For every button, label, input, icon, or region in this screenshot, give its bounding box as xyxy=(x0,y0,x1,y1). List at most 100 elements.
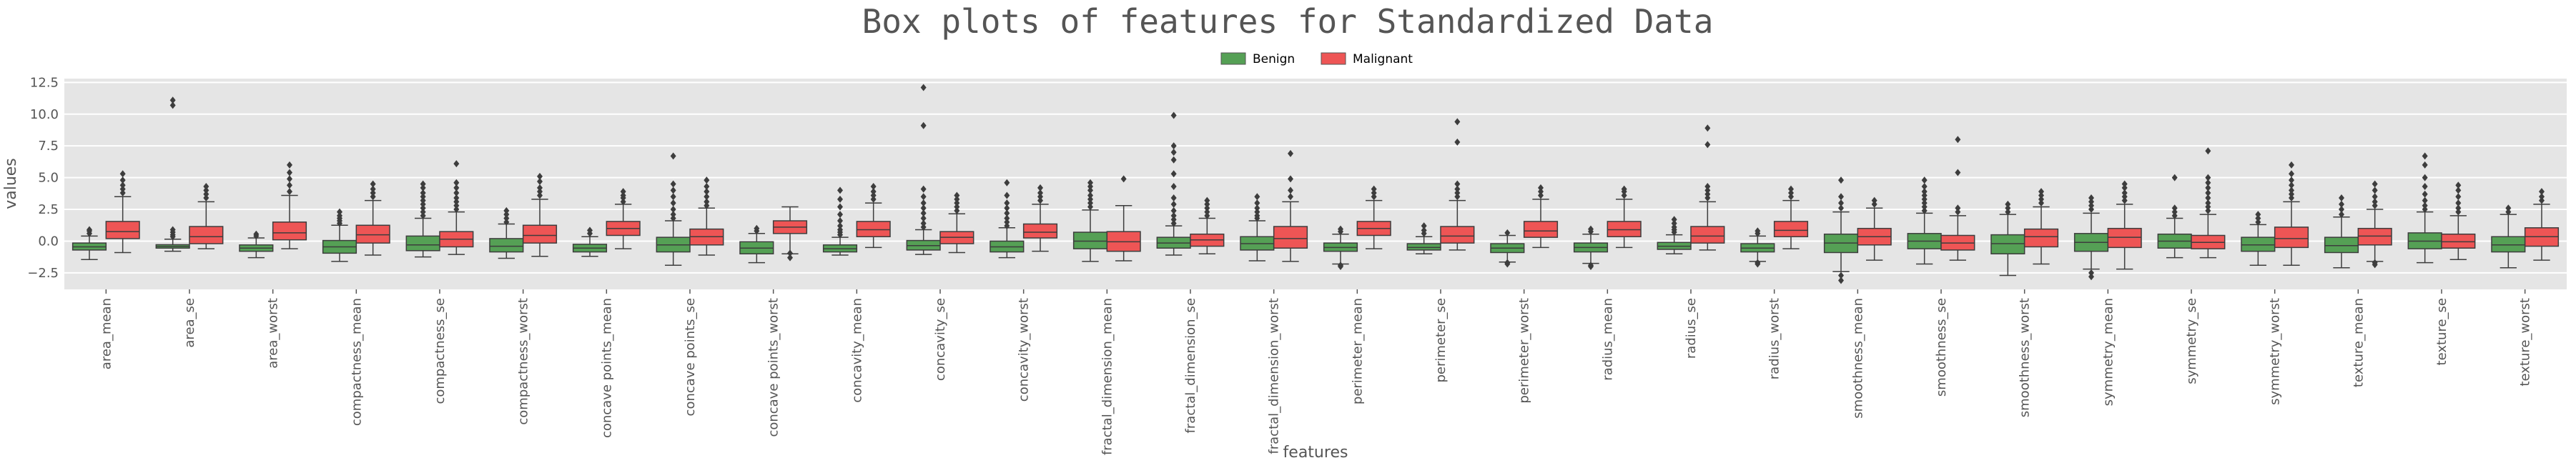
box-malignant-radius_mean xyxy=(1607,185,1642,249)
box-benign-smoothness_mean xyxy=(1823,176,1859,284)
outlier-point xyxy=(2205,184,2211,191)
outlier-point xyxy=(119,185,126,193)
outlier-point xyxy=(1704,186,1711,194)
box-benign-smoothness_se xyxy=(1907,176,1942,265)
outlier-point xyxy=(1087,195,1093,203)
outlier-point xyxy=(2289,161,2294,169)
x-tick-label: texture_se xyxy=(2434,298,2449,365)
box-benign-perimeter_worst xyxy=(1490,229,1525,268)
outlier-point xyxy=(2255,211,2261,219)
outlier-point xyxy=(1788,189,1794,196)
box-body xyxy=(2023,228,2059,248)
outlier-point xyxy=(1204,211,1210,219)
outlier-point xyxy=(453,184,460,191)
outlier-point xyxy=(1504,260,1511,268)
outlier-point xyxy=(920,185,927,193)
outlier-point xyxy=(1204,208,1210,216)
outlier-point xyxy=(2038,188,2044,196)
x-tick-label: concave points_worst xyxy=(766,298,781,437)
outlier-point xyxy=(2121,189,2128,196)
outlier-point xyxy=(1254,208,1260,216)
outlier-point xyxy=(1254,193,1260,201)
box-body xyxy=(1273,226,1308,249)
plot-area xyxy=(64,79,2567,289)
outlier-point xyxy=(620,198,626,206)
outlier-point xyxy=(1454,180,1461,188)
outlier-point xyxy=(670,206,676,214)
box-malignant-fractal_dimension_mean xyxy=(1106,175,1141,262)
box-body xyxy=(522,224,558,244)
x-tick-label: smoothness_mean xyxy=(1850,298,1865,419)
outlier-point xyxy=(670,193,676,201)
box-malignant-concavity_worst xyxy=(1022,184,1058,252)
box-benign-texture_worst xyxy=(2491,204,2526,269)
box-body xyxy=(1022,223,1058,239)
outlier-point xyxy=(1838,193,1844,201)
box-malignant-perimeter_mean xyxy=(1356,185,1391,249)
y-tick-label: 12.5 xyxy=(30,75,59,90)
outlier-point xyxy=(2088,273,2094,281)
box-malignant-smoothness_worst xyxy=(2023,188,2059,265)
outlier-point xyxy=(1838,176,1844,184)
boxes xyxy=(71,84,2560,284)
outlier-point xyxy=(2505,204,2512,212)
outlier-point xyxy=(2289,181,2294,189)
y-tick-label: 2.5 xyxy=(38,202,59,217)
outlier-point xyxy=(704,193,710,201)
outlier-point xyxy=(920,223,927,231)
outlier-point xyxy=(1004,199,1010,207)
outlier-point xyxy=(2339,206,2344,214)
outlier-point xyxy=(1087,191,1093,199)
box-body xyxy=(272,221,307,241)
outlier-point xyxy=(420,180,426,188)
legend-label-malignant: Malignant xyxy=(1353,52,1413,66)
outlier-point xyxy=(920,193,927,201)
outlier-point xyxy=(2255,214,2261,222)
outlier-point xyxy=(2422,161,2428,169)
outlier-point xyxy=(704,201,710,209)
box-malignant-symmetry_mean xyxy=(2107,180,2142,270)
box-body xyxy=(1607,221,1642,238)
box-malignant-smoothness_se xyxy=(1940,136,1975,261)
outlier-point xyxy=(253,230,260,238)
outlier-point xyxy=(2255,218,2261,226)
outlier-point xyxy=(1588,263,1594,271)
outlier-point xyxy=(1037,193,1043,201)
box-body xyxy=(1990,234,2025,254)
outlier-point xyxy=(119,189,126,196)
outlier-point xyxy=(537,191,543,199)
outlier-point xyxy=(1170,156,1177,164)
outlier-point xyxy=(420,200,426,208)
box-body xyxy=(1440,226,1475,244)
outlier-point xyxy=(169,96,176,104)
outlier-point xyxy=(287,175,292,183)
box-benign-concave-points_worst xyxy=(739,224,774,264)
box-benign-concavity_mean xyxy=(822,186,858,256)
outlier-point xyxy=(670,214,676,222)
outlier-point xyxy=(2372,186,2378,194)
outlier-point xyxy=(2455,208,2462,216)
outlier-point xyxy=(420,193,426,201)
outlier-point xyxy=(453,179,460,186)
box-benign-concave-points_mean xyxy=(572,226,608,257)
box-malignant-concave-points_worst xyxy=(772,206,808,262)
outlier-point xyxy=(1704,194,1711,202)
outlier-point xyxy=(1454,118,1461,126)
outlier-point xyxy=(337,208,342,216)
x-tick-label: fractal_dimension_se xyxy=(1183,298,1198,433)
box-benign-radius_mean xyxy=(1573,225,1609,271)
outlier-point xyxy=(1371,193,1377,201)
outlier-point xyxy=(203,186,209,194)
outlier-point xyxy=(1788,185,1794,193)
outlier-point xyxy=(1004,204,1010,212)
outlier-point xyxy=(2539,193,2545,201)
outlier-point xyxy=(119,181,126,189)
outlier-point xyxy=(370,180,376,188)
box-benign-concavity_se xyxy=(906,84,941,255)
outlier-point xyxy=(2205,189,2211,196)
box-malignant-area_worst xyxy=(272,161,307,249)
outlier-point xyxy=(954,203,960,211)
outlier-point xyxy=(1254,204,1260,212)
outlier-point xyxy=(870,195,877,203)
outlier-point xyxy=(453,189,460,196)
